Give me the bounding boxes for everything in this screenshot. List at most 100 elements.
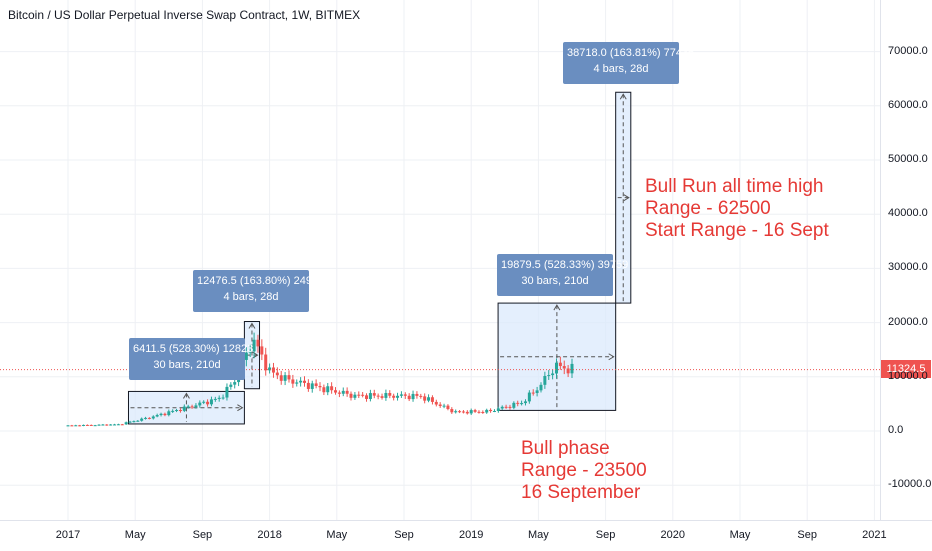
measure-label-bars: 30 bars, 210d — [153, 359, 221, 371]
time-tick-label: 2020 — [660, 529, 686, 541]
candle-body — [415, 393, 419, 396]
candle-body — [140, 418, 144, 421]
time-tick-label: Sep — [595, 529, 616, 541]
candle-body — [458, 411, 462, 413]
candle-body — [225, 386, 229, 398]
candle-body — [349, 393, 353, 398]
candle-body — [551, 373, 555, 376]
candle-body — [279, 375, 283, 381]
measure-label-bars: 4 bars, 28d — [223, 291, 279, 303]
price-tick-label: 70000.0 — [888, 44, 928, 57]
candle-body — [434, 401, 438, 405]
time-tick-label: 2021 — [862, 529, 887, 541]
candle-body — [485, 409, 489, 413]
candle-body — [481, 411, 485, 413]
candle-body — [82, 424, 86, 426]
candle-body — [85, 424, 89, 426]
candle-body — [198, 402, 202, 406]
price-tick-label: 60000.0 — [888, 98, 928, 111]
measure-arrow-right — [237, 404, 244, 412]
measure-tool — [615, 91, 632, 304]
price-tick-label: 40000.0 — [888, 207, 928, 220]
annotation-bull-phase: Bull phase Range - 23500 16 September — [521, 438, 647, 504]
candle-body — [128, 421, 132, 423]
time-tick-label: May — [729, 529, 751, 541]
candle-body — [299, 380, 303, 383]
candle-body — [438, 404, 442, 406]
candle-body — [89, 424, 93, 426]
candle-body — [268, 367, 272, 371]
candle-body — [229, 384, 233, 387]
candle-body — [334, 390, 338, 393]
candle-body — [523, 401, 527, 404]
candle-body — [465, 411, 469, 414]
candle-body — [520, 403, 524, 405]
candle-body — [419, 395, 423, 397]
candle-body — [341, 390, 345, 394]
measure-label: 12476.5 (163.80%) 24953 4 bars, 28d — [193, 270, 324, 312]
time-tick-label: 2017 — [55, 529, 81, 541]
annotation-line: Bull phase — [521, 438, 610, 459]
candle-body — [399, 394, 403, 396]
candle-body — [186, 406, 190, 408]
candle-body — [283, 375, 287, 381]
price-tick-label: -10000.0 — [888, 478, 932, 491]
candle-body — [469, 410, 473, 414]
time-tick-label: May — [528, 529, 549, 541]
candle-body — [244, 352, 248, 360]
candle-body — [473, 410, 477, 412]
candle-body — [264, 354, 268, 371]
time-axis[interactable] — [0, 520, 932, 551]
measure-tool — [497, 302, 617, 411]
candle-body — [368, 393, 372, 399]
measure-arrow-up — [553, 304, 561, 311]
candle-body — [357, 394, 361, 396]
candle-body — [330, 386, 334, 391]
candle-body — [109, 424, 113, 426]
candle-body — [535, 390, 539, 394]
candle-body — [248, 351, 252, 353]
measure-box — [615, 91, 632, 304]
time-tick-label: Sep — [192, 529, 213, 541]
candle-body — [388, 393, 392, 396]
candle-body — [496, 408, 500, 411]
candle-body — [287, 375, 291, 380]
candle-body — [124, 422, 128, 425]
price-tick-label: 10000.0 — [888, 369, 928, 382]
candle-body — [403, 394, 407, 396]
candle-body — [562, 366, 566, 369]
price-tick-label: 50000.0 — [888, 153, 928, 165]
candle-body — [547, 375, 551, 377]
candle-body — [97, 424, 101, 426]
measure-arrow-up — [183, 392, 190, 399]
candle-body — [136, 420, 140, 422]
measure-arrow-up — [619, 93, 627, 100]
candle-body — [78, 425, 82, 427]
price-tick-label: 30000.0 — [888, 261, 928, 274]
measure-label: 19879.5 (528.33%) 39759 30 bars, 210d — [497, 254, 628, 296]
candle-body — [221, 397, 225, 399]
candle-body — [365, 395, 369, 399]
candle-body — [384, 393, 388, 398]
candle-body — [527, 392, 531, 402]
candle-body — [120, 424, 124, 426]
candle-body — [132, 421, 136, 423]
annotation-line: Range - 62500 — [645, 198, 771, 219]
candle-body — [531, 392, 535, 394]
price-axis[interactable] — [880, 0, 932, 520]
candle-body — [302, 380, 306, 383]
measure-label: 38718.0 (163.81%) 77436 4 bars, 28d — [563, 42, 694, 84]
candle-body — [372, 393, 376, 396]
annotation-line: Bull Run all time high — [645, 176, 824, 197]
measure-label-bars: 30 bars, 210d — [521, 275, 589, 287]
annotation-bull-run: Bull Run all time high Range - 62500 Sta… — [645, 176, 829, 242]
candle-body — [256, 339, 260, 347]
candle-body — [396, 395, 400, 398]
candle-body — [209, 399, 213, 405]
candle-body — [353, 394, 357, 398]
measure-arrow-right — [608, 353, 615, 361]
annotation-line: Start Range - 16 Sept — [645, 220, 829, 241]
plot-area[interactable] — [0, 0, 880, 520]
annotation-line: 16 September — [521, 482, 641, 503]
